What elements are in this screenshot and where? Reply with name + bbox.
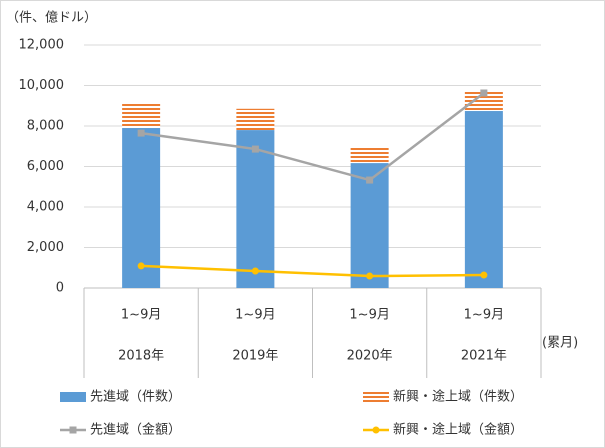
x-tick-label: 1~9月 [235,308,275,323]
legend-swatch [372,426,380,434]
marker [366,176,374,184]
marker [137,262,145,270]
x-tick-label: 2021年 [461,349,507,364]
y-tick-label: 0 [56,281,64,296]
legend-swatch [363,392,389,402]
x-axis-label: (累月) [542,336,578,351]
marker [480,271,488,279]
bar [350,163,389,288]
bar [122,128,161,288]
y-tick-label: 4,000 [27,200,64,215]
marker [480,89,488,97]
legend-swatch [60,392,86,402]
y-tick-label: 10,000 [19,78,65,93]
x-tick-label: 2018年 [118,349,164,364]
marker [251,267,259,275]
x-tick-label: 1~9月 [121,308,161,323]
legend-label: 先進域（金額） [90,422,181,438]
x-tick-label: 2019年 [232,349,278,364]
legend-label: 新興・途上域（件数） [393,389,523,405]
bar [122,103,161,129]
y-tick-label: 2,000 [27,240,64,255]
x-tick-label: 1~9月 [464,308,504,323]
line [141,264,484,278]
legend-label: 先進域（件数） [90,390,181,405]
bar [464,90,503,112]
marker [137,129,145,137]
bar [464,111,503,288]
marker [251,145,259,153]
marker [366,272,374,280]
x-tick-label: 2020年 [347,349,393,364]
legend-label: 新興・途上域（金額） [393,422,523,438]
x-tick-label: 1~9月 [349,308,389,323]
y-tick-label: 8,000 [27,119,64,134]
bar [236,108,275,131]
y-tick-label: 12,000 [19,38,65,53]
y-tick-label: 6,000 [27,159,64,174]
bar [236,130,275,288]
y-axis-label: （件、億ドル） [6,10,97,26]
line [140,91,485,182]
legend-swatch [69,426,77,434]
bar [350,146,389,164]
